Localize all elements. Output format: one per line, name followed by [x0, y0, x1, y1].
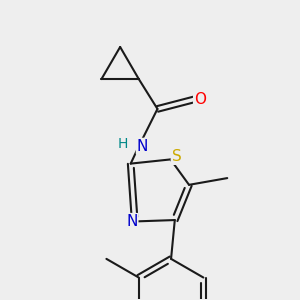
Text: H: H [117, 137, 128, 151]
Text: N: N [137, 139, 148, 154]
Text: S: S [172, 149, 182, 164]
Text: O: O [194, 92, 206, 107]
Text: N: N [126, 214, 137, 229]
